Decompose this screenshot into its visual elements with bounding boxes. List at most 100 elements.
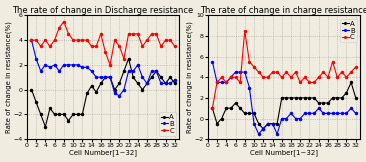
C — [38, 45, 43, 47]
C — [317, 76, 321, 78]
C — [270, 71, 275, 73]
C — [284, 71, 288, 73]
A — [80, 113, 85, 115]
Line: B: B — [30, 39, 176, 97]
A — [173, 82, 177, 84]
C — [349, 71, 353, 73]
A — [335, 97, 339, 99]
B — [210, 61, 214, 63]
B — [48, 66, 52, 68]
A — [168, 76, 172, 78]
A — [294, 97, 298, 99]
Line: C: C — [30, 20, 176, 66]
Line: B: B — [211, 61, 357, 135]
C — [289, 76, 293, 78]
B — [349, 107, 353, 109]
C — [173, 45, 177, 47]
A — [126, 58, 131, 60]
A — [43, 126, 48, 128]
C — [303, 76, 307, 78]
B — [163, 82, 168, 84]
C — [354, 66, 358, 68]
B — [294, 118, 298, 120]
B — [122, 89, 126, 91]
C — [117, 45, 122, 47]
C — [149, 33, 154, 35]
B — [173, 79, 177, 81]
C — [330, 61, 335, 63]
C — [210, 107, 214, 109]
B — [233, 71, 238, 73]
A — [131, 76, 135, 78]
C — [340, 71, 344, 73]
C — [266, 76, 270, 78]
A — [29, 89, 34, 91]
C — [43, 39, 48, 41]
C — [122, 58, 126, 60]
B — [312, 112, 316, 114]
C — [321, 71, 326, 73]
A — [108, 76, 112, 78]
C — [298, 81, 302, 83]
C — [126, 33, 131, 35]
C — [108, 64, 112, 66]
A — [66, 120, 71, 122]
C — [247, 61, 251, 63]
A — [289, 97, 293, 99]
C — [145, 39, 149, 41]
C — [215, 81, 219, 83]
A — [257, 123, 261, 125]
B — [154, 70, 158, 72]
C — [163, 39, 168, 41]
B — [145, 82, 149, 84]
B — [71, 64, 75, 66]
A — [224, 107, 228, 109]
B — [252, 123, 256, 125]
A — [71, 113, 75, 115]
B — [220, 81, 224, 83]
B — [126, 70, 131, 72]
B — [61, 64, 66, 66]
C — [136, 33, 140, 35]
A — [89, 85, 94, 87]
B — [275, 133, 279, 135]
A — [163, 82, 168, 84]
A — [149, 76, 154, 78]
C — [57, 27, 61, 29]
C — [131, 33, 135, 35]
C — [229, 76, 233, 78]
B — [340, 112, 344, 114]
A — [330, 97, 335, 99]
C — [257, 71, 261, 73]
B — [303, 112, 307, 114]
A — [326, 102, 330, 104]
C — [29, 39, 34, 41]
B — [317, 107, 321, 109]
A — [312, 97, 316, 99]
A — [122, 70, 126, 72]
B — [243, 71, 247, 73]
B — [38, 70, 43, 72]
C — [261, 76, 265, 78]
Line: C: C — [211, 30, 357, 109]
A — [261, 128, 265, 130]
C — [243, 30, 247, 32]
Legend: A, B, C: A, B, C — [340, 19, 357, 42]
B — [280, 118, 284, 120]
B — [29, 39, 34, 41]
Line: A: A — [30, 58, 176, 128]
B — [99, 76, 103, 78]
B — [117, 95, 122, 97]
A — [354, 97, 358, 99]
B — [344, 112, 349, 114]
B — [284, 118, 288, 120]
C — [94, 45, 98, 47]
B — [34, 58, 38, 60]
B — [270, 123, 275, 125]
A — [340, 97, 344, 99]
B — [140, 76, 145, 78]
B — [238, 71, 242, 73]
C — [80, 39, 85, 41]
C — [312, 81, 316, 83]
B — [247, 87, 251, 88]
